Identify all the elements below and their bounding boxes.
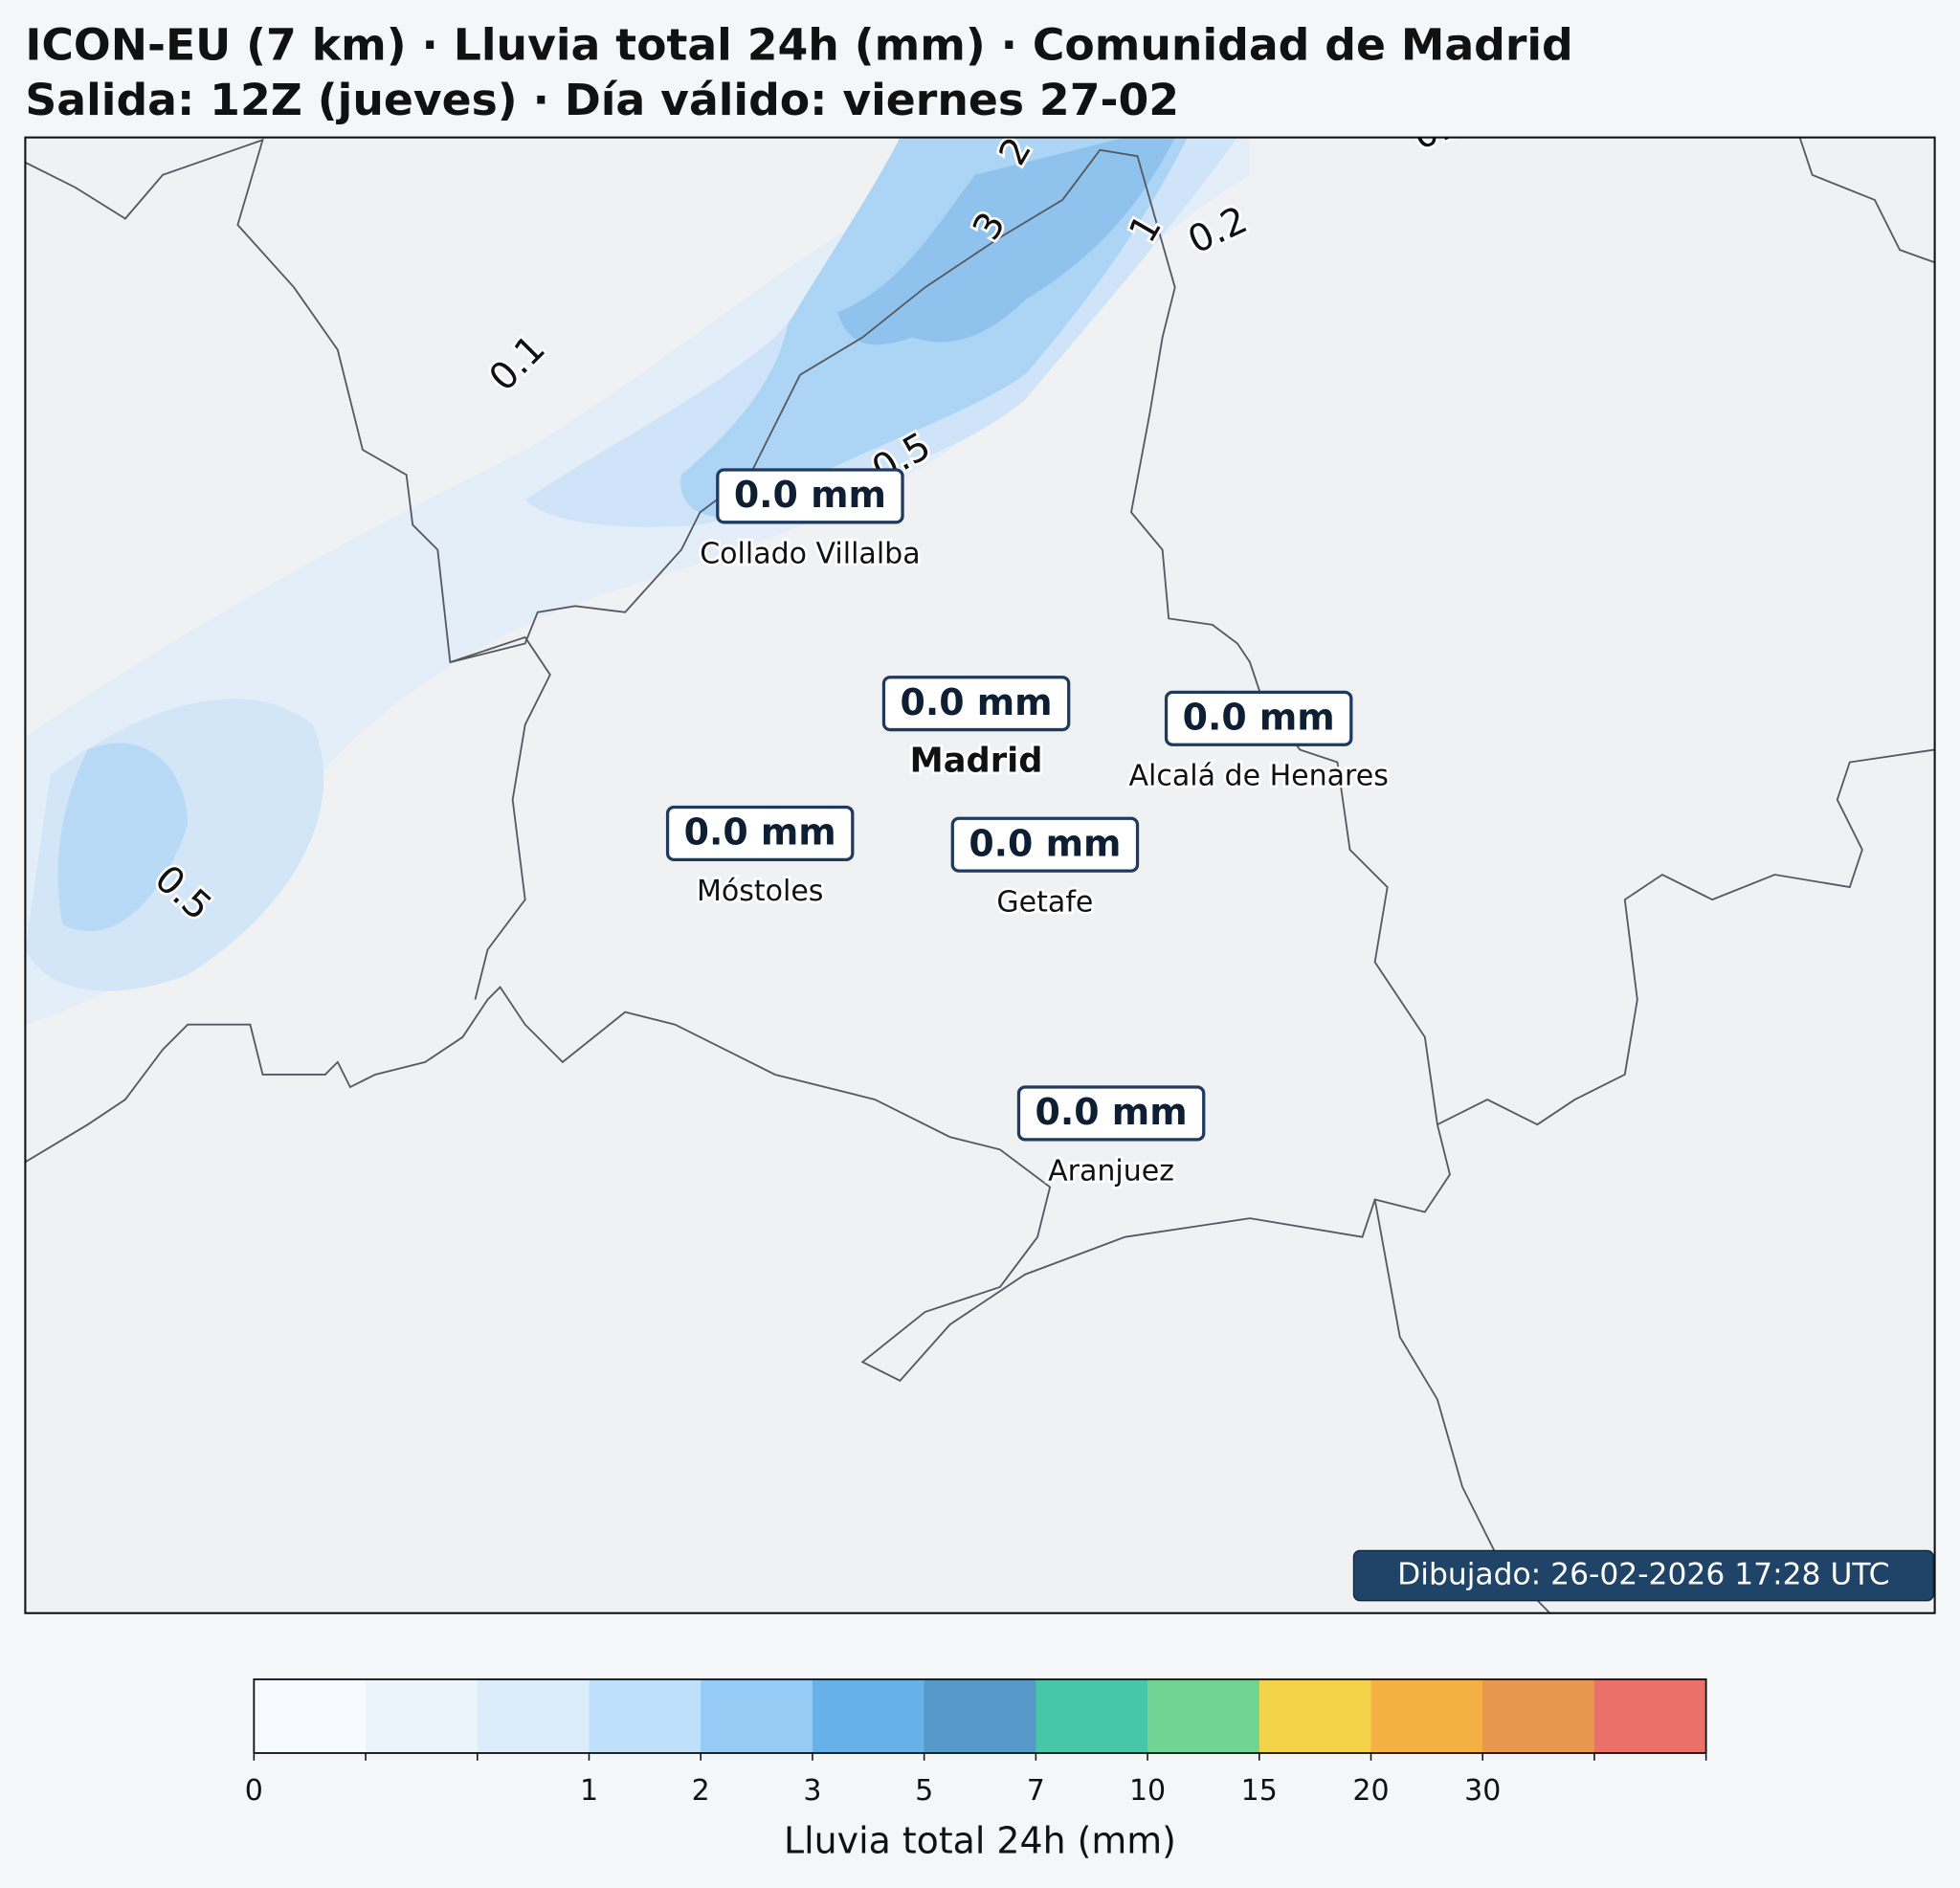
colorbar-tick-label: 2 — [692, 1774, 710, 1808]
colorbar-segment — [477, 1678, 590, 1753]
rain-area — [57, 743, 189, 932]
colorbar-segment — [924, 1678, 1037, 1753]
colorbar-tick-label: 15 — [1241, 1774, 1278, 1808]
drawn-box — [1352, 1549, 1934, 1602]
city: 0.0 mm Aranjuez — [1016, 1085, 1206, 1190]
colorbar-segment — [589, 1678, 702, 1753]
city-value-box — [665, 805, 855, 861]
city-name: Alcalá de Henares — [1129, 760, 1389, 793]
colorbar-tick-label: 7 — [1027, 1774, 1045, 1808]
city-value: 0.0 mm — [1036, 1091, 1188, 1133]
city-name: Getafe — [996, 886, 1093, 920]
map-frame — [24, 136, 1936, 1614]
colorbar-label: Lluvia total 24h (mm) — [784, 1819, 1176, 1861]
colorbar-segment — [1482, 1678, 1595, 1753]
colorbar-tick-label: 0 — [245, 1774, 263, 1808]
city-value-box — [1164, 690, 1353, 746]
city-value: 0.0 mm — [734, 474, 886, 516]
city-value: 0.0 mm — [684, 811, 836, 854]
city: 0.0 mm Collado Villalba — [698, 468, 923, 573]
colorbar-segment — [1258, 1678, 1372, 1753]
colorbar-segment — [812, 1678, 925, 1753]
colorbar-segment — [701, 1678, 813, 1753]
colorbar-tick-label: 10 — [1129, 1774, 1166, 1808]
city-value-box — [881, 676, 1071, 732]
colorbar-segment — [1370, 1678, 1483, 1753]
city: 0.0 mm Móstoles — [665, 805, 855, 910]
city-name: Madrid — [910, 742, 1043, 781]
colorbar-tick-label: 5 — [915, 1774, 933, 1808]
city: 0.0 mm Madrid — [881, 676, 1071, 783]
colorbar-tick-label: 20 — [1352, 1774, 1389, 1808]
city: 0.0 mm Getafe — [950, 816, 1140, 922]
colorbar-segment — [254, 1678, 367, 1753]
city-value: 0.0 mm — [901, 681, 1053, 723]
colorbar-tick-label: 3 — [803, 1774, 821, 1808]
colorbar-segment — [366, 1678, 479, 1753]
subtitle: Salida: 12Z (jueves) · Día válido: viern… — [25, 75, 1179, 125]
colorbar-tick-label: 1 — [580, 1774, 598, 1808]
colorbar-tick-label: 30 — [1464, 1774, 1501, 1808]
colorbar-segment — [1036, 1678, 1148, 1753]
city-name: Aranjuez — [1048, 1154, 1174, 1188]
city-value: 0.0 mm — [1183, 697, 1335, 739]
city-value-box — [950, 816, 1140, 873]
rain-area — [837, 137, 1175, 345]
city-value-box — [1016, 1085, 1206, 1142]
city-value: 0.0 mm — [969, 822, 1121, 864]
drawn-time: Dibujado: 26-02-2026 17:28 UTC — [1397, 1558, 1889, 1592]
city-name: Collado Villalba — [700, 537, 920, 570]
map-area: 0.1 0.2 0.5 0.5 1 2 3 0.2 0.0 mmCollado … — [25, 137, 1935, 1613]
colorbar-frame — [253, 1678, 1707, 1754]
title: ICON-EU (7 km) · Lluvia total 24h (mm) ·… — [25, 20, 1572, 71]
colorbar-segment — [1593, 1678, 1707, 1753]
colorbar: 0 1 2 3 5 7 10 15 20 30 — [245, 1678, 1707, 1808]
colorbar-segment — [1147, 1678, 1260, 1753]
city-value-box — [716, 468, 904, 524]
city: 0.0 mm Alcalá de Henares — [1126, 690, 1391, 795]
city-name: Móstoles — [697, 875, 823, 908]
